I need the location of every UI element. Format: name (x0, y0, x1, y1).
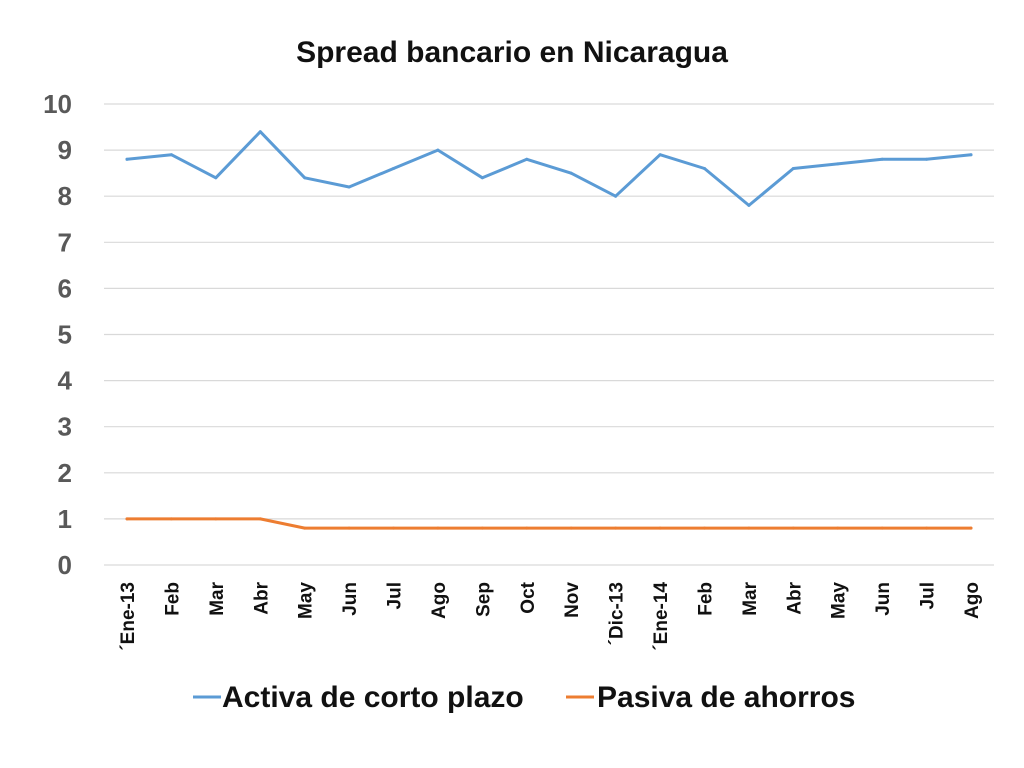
x-tick-label: Jun (340, 582, 361, 616)
data-point (125, 517, 129, 521)
data-point (614, 194, 618, 198)
y-tick-label: 4 (58, 366, 73, 396)
data-point (258, 517, 262, 521)
data-point (569, 171, 573, 175)
data-point (125, 157, 129, 161)
x-tick-label: Jun (873, 582, 894, 616)
x-tick-label: Mar (740, 581, 761, 615)
x-tick-label: May (296, 582, 317, 619)
x-tick-label: Ago (429, 582, 450, 619)
x-axis-tick-labels: ´Ene-13 Feb Mar Abr May Jun Jul Ago Sep Oct Nov ´Di… (118, 581, 983, 650)
data-point (480, 176, 484, 180)
y-tick-label: 0 (58, 550, 72, 580)
data-point (525, 526, 529, 530)
x-tick-label: Feb (162, 582, 183, 616)
gridlines (104, 103, 994, 566)
data-point (303, 526, 307, 530)
data-point (836, 162, 840, 166)
x-tick-label: Jul (918, 582, 939, 609)
data-point (703, 526, 706, 530)
series-line (125, 517, 973, 530)
data-point (436, 526, 440, 530)
x-tick-label: Abr (784, 581, 805, 614)
y-tick-label: 7 (58, 227, 72, 257)
x-tick-label: Feb (695, 582, 716, 616)
data-point (214, 517, 218, 521)
data-point (480, 526, 484, 530)
x-tick-label: Abr (251, 581, 272, 614)
y-tick-label: 5 (58, 320, 72, 350)
y-tick-label: 8 (58, 181, 72, 211)
data-point (569, 526, 573, 530)
x-tick-label: Jul (385, 582, 406, 609)
y-tick-label: 10 (43, 89, 72, 119)
legend: Activa de corto plazo Pasiva de ahorros (193, 681, 855, 714)
data-point (925, 526, 929, 530)
y-tick-label: 1 (58, 504, 72, 534)
x-tick-label: ´Dic-13 (607, 582, 628, 645)
data-point (214, 176, 218, 180)
series-1 (125, 130, 973, 207)
x-tick-label: Oct (518, 581, 539, 613)
data-point (347, 526, 351, 530)
data-point (703, 167, 706, 170)
data-point (436, 148, 440, 152)
data-point (969, 526, 973, 530)
legend-item: Activa de corto plazo (193, 681, 524, 714)
data-point (836, 526, 840, 530)
data-point (614, 526, 618, 530)
data-point (392, 526, 395, 530)
data-point (658, 526, 662, 530)
data-point (169, 153, 173, 157)
series-lines (125, 130, 973, 530)
x-tick-label: ´Ene-13 (118, 582, 139, 651)
y-tick-label: 3 (58, 412, 72, 442)
y-tick-label: 6 (58, 273, 72, 303)
legend-label: Activa de corto plazo (222, 681, 524, 714)
data-point (347, 185, 351, 189)
x-tick-label: Mar (207, 581, 228, 615)
legend-label: Pasiva de ahorros (597, 681, 855, 714)
x-tick-label: May (829, 582, 850, 619)
series-2 (125, 517, 973, 530)
x-tick-label: Ago (962, 582, 983, 619)
data-point (747, 526, 751, 530)
data-point (392, 167, 395, 170)
data-point (525, 157, 529, 161)
data-point (169, 517, 173, 521)
data-point (258, 130, 262, 134)
x-tick-label: Nov (562, 582, 583, 618)
x-tick-label: Sep (473, 582, 494, 617)
series-line (125, 130, 973, 207)
data-point (969, 153, 973, 157)
data-point (791, 526, 795, 530)
x-tick-label: ´Ene-14 (651, 582, 672, 651)
data-point (880, 526, 884, 530)
data-point (747, 203, 751, 207)
y-axis-tick-labels: 0 1 2 3 4 5 6 7 8 9 10 (43, 89, 72, 580)
data-point (303, 176, 307, 180)
chart-title: Spread bancario en Nicaragua (296, 36, 728, 69)
y-tick-label: 9 (58, 135, 72, 165)
y-tick-label: 2 (58, 458, 72, 488)
data-point (880, 157, 884, 161)
data-point (791, 167, 795, 170)
data-point (925, 157, 929, 161)
data-point (658, 153, 662, 157)
legend-item: Pasiva de ahorros (566, 681, 855, 714)
